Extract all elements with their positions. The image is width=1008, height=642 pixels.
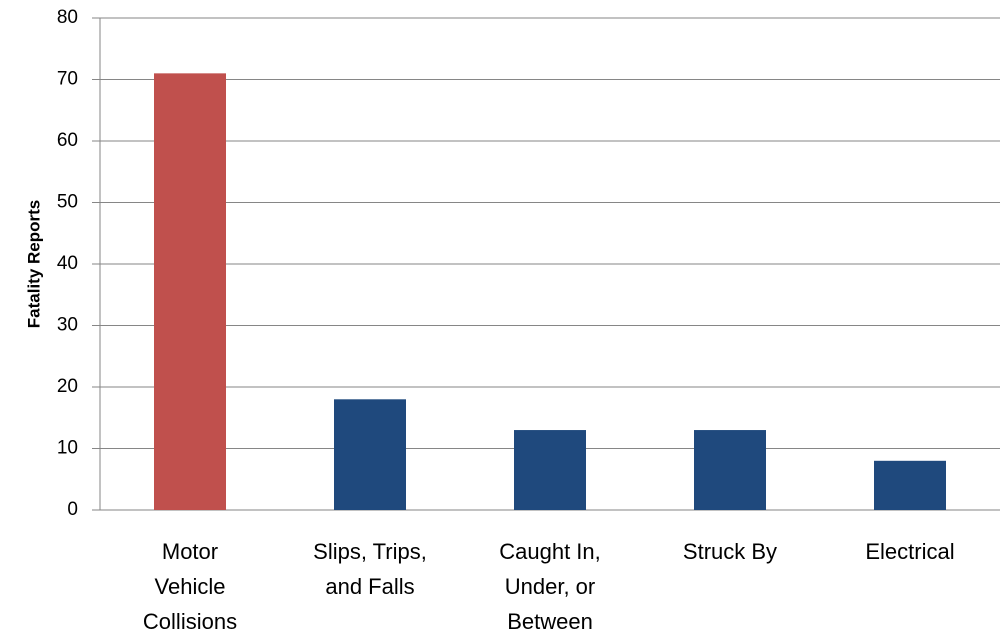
- y-tick-label: 40: [57, 253, 78, 274]
- bar: [874, 460, 946, 510]
- y-tick-label: 0: [67, 499, 78, 520]
- y-tick-label: 10: [57, 438, 78, 459]
- bar: [334, 399, 406, 510]
- x-tick-label: Between: [507, 609, 593, 634]
- y-tick-label: 20: [57, 376, 78, 397]
- x-tick-label: Electrical: [865, 539, 954, 564]
- y-tick-label: 60: [57, 130, 78, 151]
- x-tick-label: Motor: [162, 539, 218, 564]
- y-tick-label: 50: [57, 192, 78, 213]
- x-tick-label: Struck By: [683, 539, 777, 564]
- x-tick-label: Slips, Trips,: [313, 539, 427, 564]
- x-tick-label: Vehicle: [155, 574, 226, 599]
- x-tick-label: and Falls: [325, 574, 414, 599]
- x-tick-label: Caught In,: [499, 539, 601, 564]
- y-tick-label: 80: [57, 7, 78, 28]
- bar: [694, 430, 766, 510]
- y-tick-label: 70: [57, 69, 78, 90]
- bar: [514, 430, 586, 510]
- y-axis-title: Fatality Reports: [24, 200, 43, 328]
- x-tick-label: Collisions: [143, 609, 237, 634]
- x-tick-label: Under, or: [505, 574, 596, 599]
- y-tick-label: 30: [57, 315, 78, 336]
- bar: [154, 73, 226, 510]
